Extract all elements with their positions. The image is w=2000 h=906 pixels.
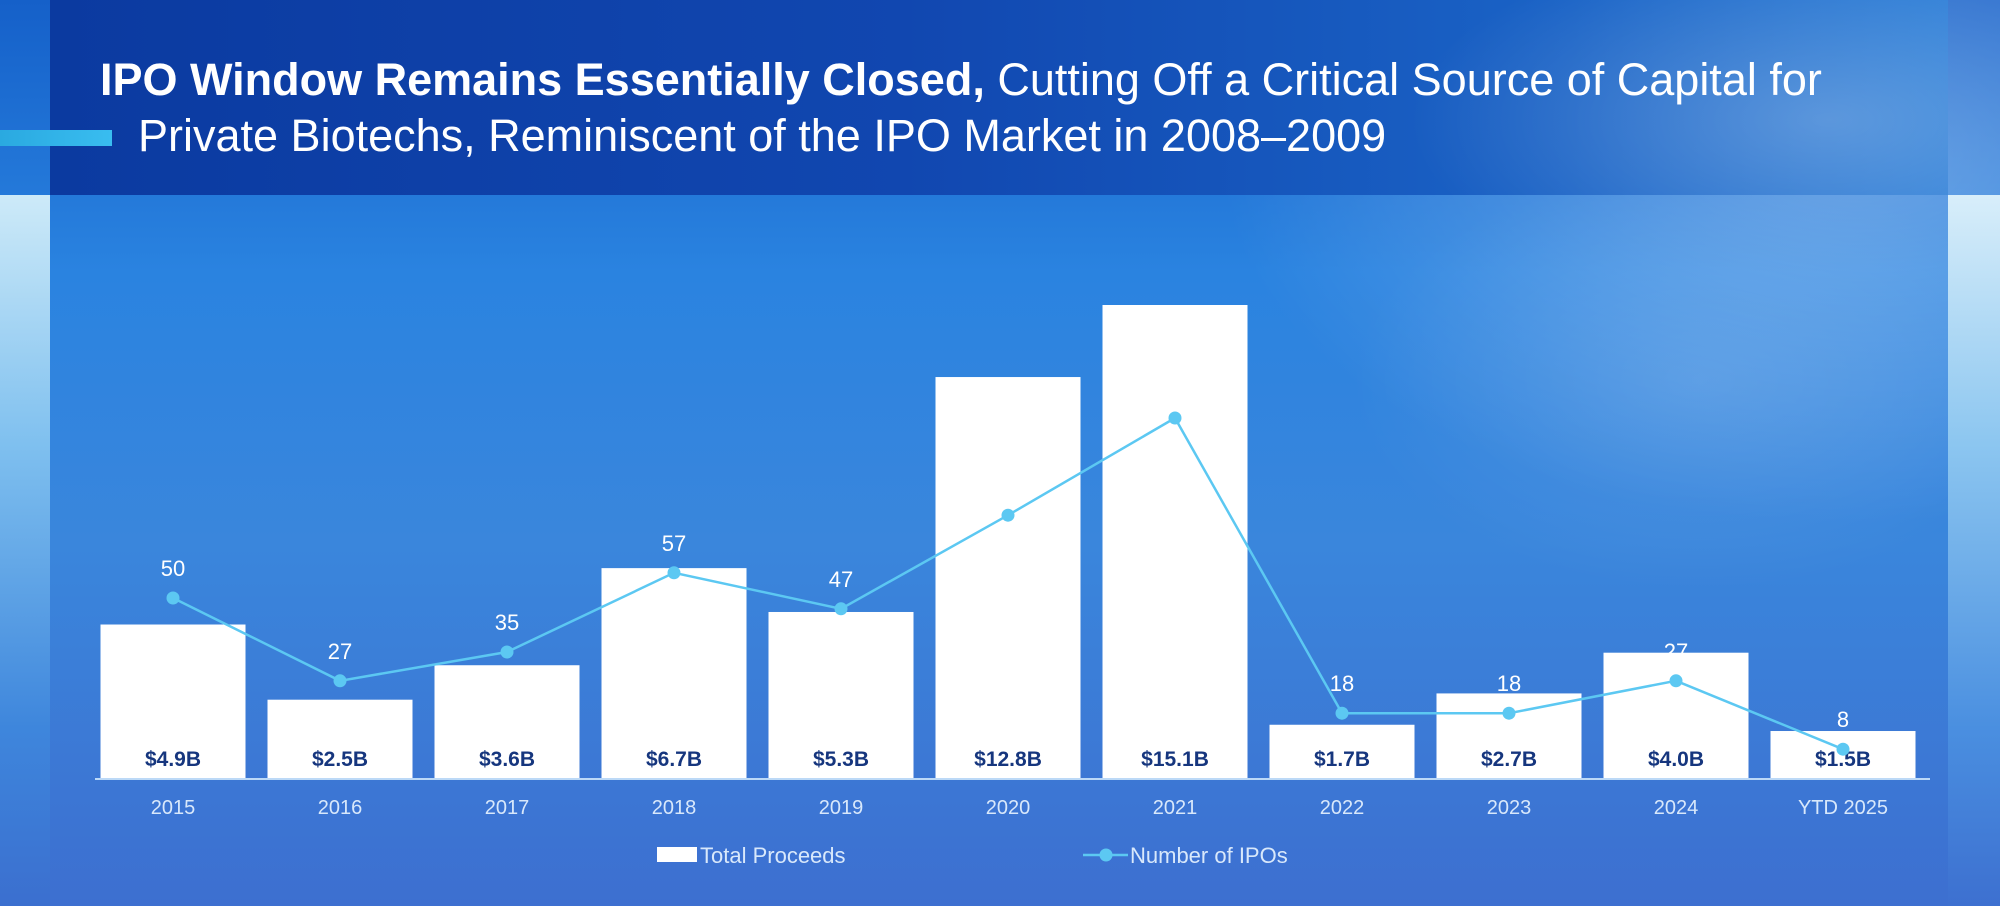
bar-label: $4.9B	[145, 748, 201, 771]
ipo-count-label: 73	[996, 473, 1020, 498]
x-tick-label: 2024	[1654, 797, 1699, 819]
ipo-point	[1836, 742, 1850, 756]
ipo-count-label: 18	[1497, 671, 1521, 696]
x-tick-label: 2021	[1153, 797, 1198, 819]
x-tick-label: 2023	[1487, 797, 1532, 819]
ipo-count-label: 18	[1330, 671, 1354, 696]
bar-label: $1.5B	[1815, 748, 1871, 771]
bar-label: $6.7B	[646, 748, 702, 771]
ipo-point	[667, 566, 681, 580]
title-accent-bar	[0, 130, 112, 146]
bar-label: $5.3B	[813, 748, 869, 771]
ipo-count-label: 27	[1664, 639, 1688, 664]
line-value-labels: 50 27 35 57 47 73 100 18 18 27 8	[161, 376, 1849, 732]
bar-2021	[1102, 305, 1248, 778]
x-tick-label: 2019	[819, 797, 864, 819]
bar-label: $4.0B	[1648, 748, 1704, 771]
header-band	[50, 0, 1948, 195]
title-line2: Private Biotechs, Reminiscent of the IPO…	[138, 110, 1387, 161]
page-title: IPO Window Remains Essentially Closed, C…	[100, 52, 1900, 164]
bar-2016	[267, 699, 413, 778]
bar-label: $1.7B	[1314, 748, 1370, 771]
x-axis-labels: 2015 2016 2017 2018 2019 2020 2021 2022 2023 2024…	[151, 797, 1888, 819]
ipo-point	[333, 674, 347, 688]
x-tick-label: YTD 2025	[1798, 797, 1888, 819]
x-tick-label: 2017	[485, 797, 530, 819]
bar-2017	[434, 665, 580, 778]
x-tick-label: 2016	[318, 797, 363, 819]
bar-label: $3.6B	[479, 748, 535, 771]
ipo-point	[834, 602, 848, 616]
ipo-count-label: 47	[829, 567, 853, 592]
ipo-count-label: 57	[662, 531, 686, 556]
legend-dot-number-of-ipos	[1099, 848, 1113, 862]
x-tick-label: 2022	[1320, 797, 1365, 819]
left-frame-strip	[0, 195, 50, 906]
legend-label-number-of-ipos: Number of IPOs	[1130, 843, 1288, 868]
legend-label-total-proceeds: Total Proceeds	[700, 843, 846, 868]
bar-2020	[935, 377, 1081, 778]
ipo-point	[1001, 508, 1015, 522]
ipo-point	[1335, 706, 1349, 720]
bar-2018	[601, 568, 747, 778]
chart-legend: Total Proceeds Number of IPOs	[657, 843, 1288, 868]
title-bold: IPO Window Remains Essentially Closed,	[100, 54, 985, 105]
ipo-point	[1502, 706, 1516, 720]
ipo-point	[166, 591, 180, 605]
right-frame-strip	[1948, 195, 2000, 906]
bar-2015	[100, 624, 246, 778]
legend-swatch-total-proceeds	[657, 847, 697, 862]
x-tick-label: 2020	[986, 797, 1031, 819]
ipo-point	[1168, 411, 1182, 425]
bar-series-total-proceeds	[100, 305, 1916, 778]
line-points	[166, 411, 1850, 756]
bar-label: $2.5B	[312, 748, 368, 771]
ipo-point	[1669, 674, 1683, 688]
ipo-point	[500, 645, 514, 659]
bar-label: $15.1B	[1141, 748, 1209, 771]
ipo-count-label: 35	[495, 610, 519, 635]
bar-label: $2.7B	[1481, 748, 1537, 771]
bar-value-labels: $4.9B $2.5B $3.6B $6.7B $5.3B $12.8B $15.1B $1.…	[145, 748, 1871, 771]
ipo-count-label: 50	[161, 556, 185, 581]
bar-2022	[1269, 724, 1415, 778]
title-line1-regular: Cutting Off a Critical Source of Capital…	[984, 54, 1822, 105]
bar-label: $12.8B	[974, 748, 1042, 771]
ipo-count-label: 100	[1157, 376, 1194, 401]
x-tick-label: 2015	[151, 797, 196, 819]
x-tick-label: 2018	[652, 797, 697, 819]
bar-2019	[768, 611, 914, 778]
ipo-count-label: 27	[328, 639, 352, 664]
ipo-count-label: 8	[1837, 707, 1849, 732]
bar-2024	[1603, 652, 1749, 778]
